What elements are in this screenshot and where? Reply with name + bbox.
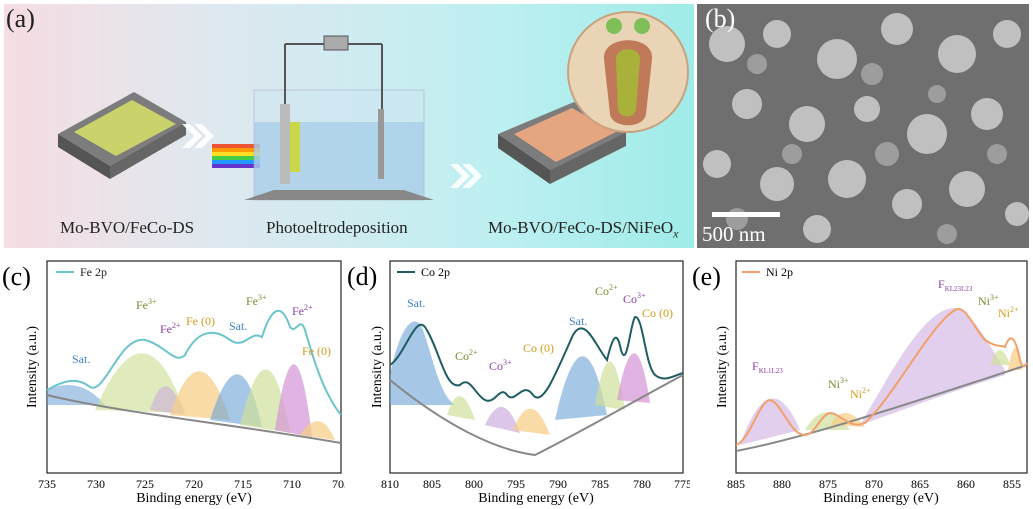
light-beam	[212, 144, 260, 168]
annot-sat-1: Sat.	[407, 296, 425, 310]
annot-ni2-2: Ni2+	[998, 305, 1019, 320]
envelope-line	[735, 307, 1028, 446]
tick-label: 885	[727, 477, 745, 491]
annot-co2-2: Co2+	[595, 283, 618, 298]
panel-c-label: (c)	[2, 262, 31, 291]
annot-fe0-2: Fe (0)	[302, 344, 331, 358]
scale-bar-label: 500 nm	[702, 222, 766, 246]
legend-label: Ni 2p	[766, 265, 793, 279]
caption-substrate: Mo-BVO/FeCo-DS	[60, 218, 195, 237]
x-axis-label: Binding energy (eV)	[823, 491, 939, 505]
annot-co3-2: Co3+	[623, 291, 646, 306]
annot-ni3-1: Ni3+	[828, 376, 849, 391]
scale-bar	[712, 212, 780, 217]
annot-fe2-2: Fe2+	[292, 303, 313, 318]
envelope-line	[389, 315, 684, 402]
annot-fkl2: FKL23L23	[938, 277, 973, 293]
tick-label: 725	[136, 477, 154, 491]
tick-label: 795	[507, 477, 525, 491]
tick-label: 780	[633, 477, 651, 491]
background-line	[735, 364, 1028, 452]
tick-label: 720	[185, 477, 203, 491]
annot-fe0-1: Fe (0)	[186, 314, 215, 328]
annot-co2-1: Co2+	[455, 348, 478, 363]
x-ticks: 810 805 800 795 790 785 780 775	[381, 477, 690, 491]
legend-label: Fe 2p	[80, 265, 107, 279]
background-line	[389, 374, 684, 457]
annot-fkl1: FKL1L23	[752, 359, 783, 375]
envelope-line	[46, 309, 342, 416]
tick-label: 775	[674, 477, 690, 491]
particle-zoom	[567, 11, 689, 133]
annot-sat-2: Sat.	[569, 314, 587, 328]
co2p-plot: Co 2p Sat. Co2+ Co3+ Co (0) Sat. Co2+ Co…	[347, 260, 690, 505]
caption-product: Mo-BVO/FeCo-DS/NiFeOx	[488, 218, 679, 241]
electrolysis-tank	[244, 35, 434, 201]
legend-label: Co 2p	[421, 265, 450, 279]
x-axis-label: Binding energy (eV)	[136, 491, 252, 505]
panel-e-label: (e)	[692, 262, 721, 291]
tick-label: 870	[865, 477, 883, 491]
plot-frame	[46, 260, 342, 474]
tick-label: 785	[591, 477, 609, 491]
panel-d-label: (d)	[347, 262, 377, 291]
tick-label: 880	[773, 477, 791, 491]
schematic-panel: (a) Mo-BVO/FeCo-DS Photoeltrodeposition …	[4, 4, 694, 248]
film-left	[58, 92, 186, 179]
schematic-illustration	[58, 11, 689, 201]
annot-sat-2: Sat.	[229, 319, 247, 333]
arrow-icon-2	[450, 164, 482, 188]
annot-fe2-1: Fe2+	[160, 321, 181, 336]
ni2p-plot: Ni 2p FKL1L23 Ni3+ Ni2+ FKL23L23 Ni3+ Ni…	[692, 260, 1028, 505]
annot-co3-1: Co3+	[489, 358, 512, 373]
arrow-icon	[182, 124, 214, 148]
panel-a-label: (a)	[6, 4, 35, 33]
fe2p-plot: Fe 2p Sat. Fe3+ Fe2+ Fe (0) Sat. Fe3+ Fe…	[2, 260, 345, 505]
annot-co0-2: Co (0)	[642, 306, 673, 320]
background-line	[46, 394, 342, 444]
plot-frame	[389, 260, 684, 474]
x-ticks: 885 880 875 870 865 860 855	[727, 477, 1021, 491]
tick-label: 810	[381, 477, 399, 491]
tick-label: 730	[87, 477, 105, 491]
annot-sat-1: Sat.	[72, 352, 90, 366]
tick-label: 855	[1003, 477, 1021, 491]
y-axis-label: Intensity (a.u.)	[370, 326, 385, 408]
tick-label: 735	[38, 477, 56, 491]
tick-label: 705	[332, 477, 345, 491]
tick-label: 715	[234, 477, 252, 491]
tick-label: 790	[549, 477, 567, 491]
tick-label: 875	[819, 477, 837, 491]
panel-b-label: (b)	[705, 4, 736, 33]
annot-fe3-1: Fe3+	[136, 297, 157, 312]
sem-image: (b)	[697, 4, 1029, 248]
tick-label: 710	[283, 477, 301, 491]
tick-label: 805	[423, 477, 441, 491]
tick-label: 865	[911, 477, 929, 491]
sem-texture	[697, 4, 1029, 248]
annot-ni3-2: Ni3+	[978, 293, 999, 308]
tick-label: 800	[465, 477, 483, 491]
y-axis-label: Intensity (a.u.)	[25, 326, 40, 408]
x-ticks: 735 730 725 720 715 710 705	[38, 477, 345, 491]
y-axis-label: Intensity (a.u.)	[715, 326, 730, 408]
annot-ni2-1: Ni2+	[850, 386, 871, 401]
caption-process: Photoeltrodeposition	[266, 218, 408, 237]
x-axis-label: Binding energy (eV)	[478, 491, 594, 505]
annot-co0-1: Co (0)	[523, 341, 554, 355]
tick-label: 860	[957, 477, 975, 491]
plot-frame	[735, 260, 1028, 474]
annot-fe3-2: Fe3+	[246, 293, 267, 308]
